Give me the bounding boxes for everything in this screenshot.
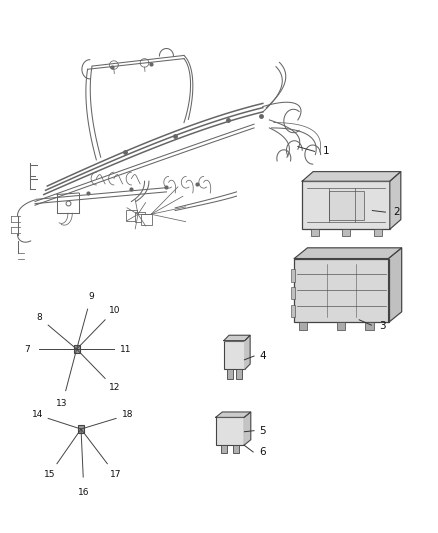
- Text: 15: 15: [43, 470, 55, 479]
- Bar: [233, 445, 239, 453]
- Bar: [224, 341, 245, 369]
- Polygon shape: [389, 248, 402, 322]
- Bar: [216, 417, 244, 445]
- Polygon shape: [216, 412, 251, 417]
- Bar: [342, 229, 350, 236]
- Bar: [374, 229, 382, 236]
- Bar: [141, 214, 152, 225]
- Text: 13: 13: [57, 400, 68, 408]
- Polygon shape: [224, 335, 250, 341]
- Text: 9: 9: [88, 292, 94, 301]
- Text: 4: 4: [259, 351, 266, 361]
- Bar: [365, 322, 374, 330]
- Bar: [299, 322, 307, 330]
- Bar: [337, 322, 346, 330]
- Text: 8: 8: [36, 313, 42, 322]
- Bar: [126, 210, 137, 221]
- Bar: [302, 181, 390, 229]
- Text: 12: 12: [109, 383, 120, 392]
- Bar: [294, 259, 389, 322]
- Text: 18: 18: [121, 410, 133, 419]
- Polygon shape: [390, 172, 401, 229]
- Text: 16: 16: [78, 488, 90, 497]
- Text: 17: 17: [110, 470, 121, 479]
- Text: 1: 1: [323, 147, 330, 156]
- Text: 2: 2: [393, 207, 399, 217]
- Bar: [78, 425, 84, 433]
- Text: 11: 11: [120, 345, 131, 353]
- Bar: [291, 305, 295, 317]
- Bar: [236, 369, 242, 379]
- Bar: [227, 369, 233, 379]
- Bar: [311, 229, 319, 236]
- Bar: [221, 445, 227, 453]
- Bar: [291, 287, 295, 300]
- Text: 10: 10: [109, 306, 120, 315]
- Polygon shape: [244, 412, 251, 445]
- Text: 7: 7: [25, 345, 30, 353]
- Text: 14: 14: [32, 410, 43, 419]
- Text: 6: 6: [259, 447, 266, 457]
- Polygon shape: [294, 248, 402, 259]
- Bar: [328, 191, 364, 220]
- Bar: [291, 269, 295, 281]
- Text: 5: 5: [259, 426, 266, 435]
- Polygon shape: [245, 335, 250, 369]
- Text: 3: 3: [379, 321, 386, 331]
- Bar: [74, 345, 80, 353]
- Polygon shape: [302, 172, 401, 181]
- Bar: [135, 212, 145, 222]
